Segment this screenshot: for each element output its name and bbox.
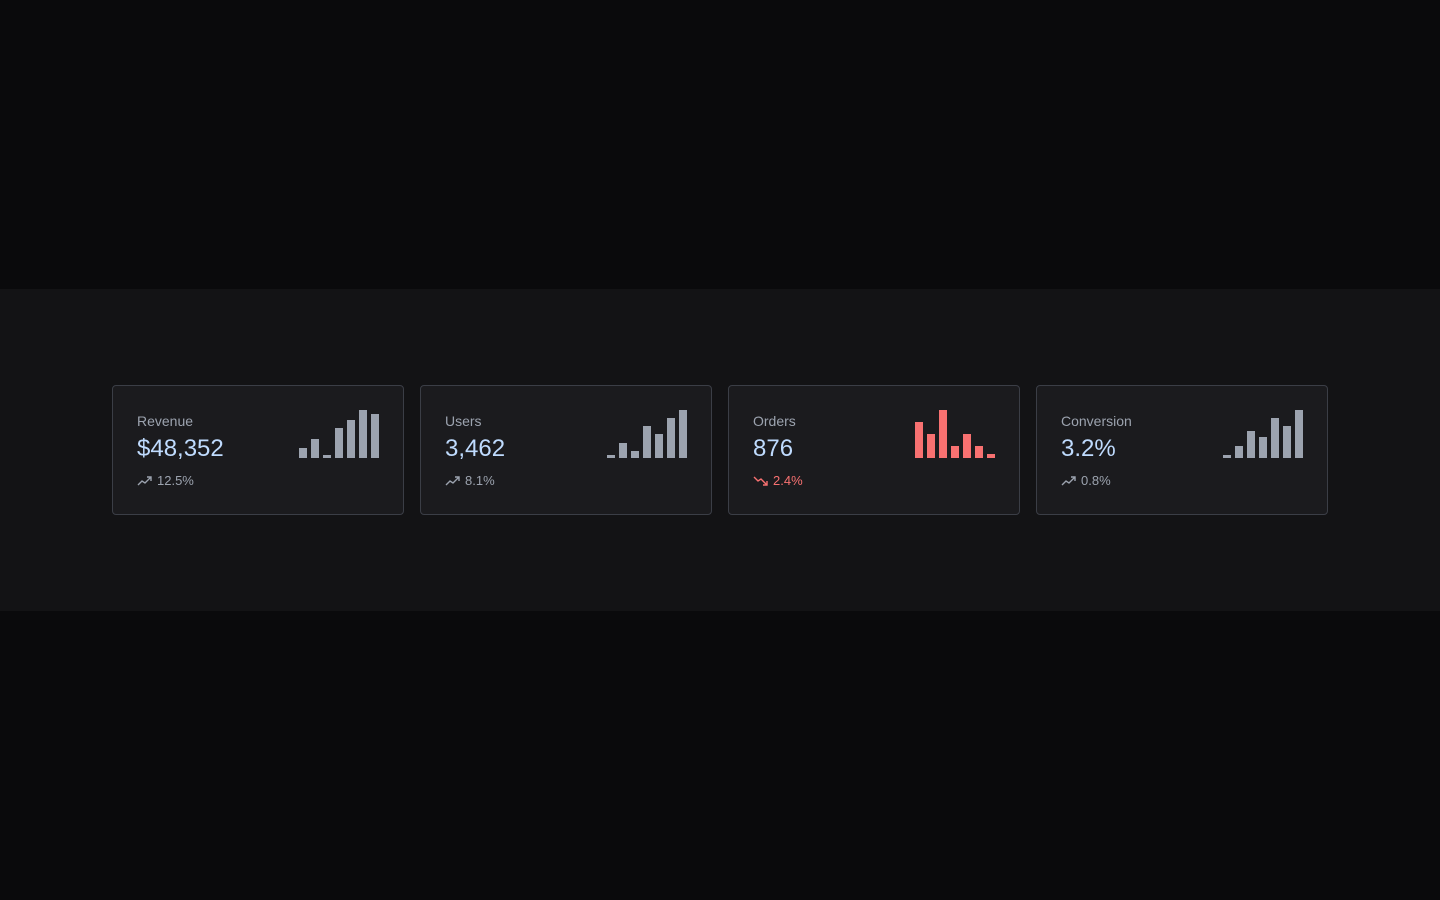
stat-value: $48,352 — [137, 435, 224, 462]
sparkline-bar — [667, 418, 675, 458]
sparkline-bar — [1235, 446, 1243, 458]
stat-label: Orders — [753, 413, 796, 429]
sparkline-bar — [619, 443, 627, 458]
stat-change-value: 0.8% — [1081, 473, 1111, 488]
stat-cards: Revenue $48,352 12.5% Users 3,462 8.1% O… — [112, 385, 1328, 515]
sparkline-bar — [1247, 431, 1255, 458]
stat-card-conversion: Conversion 3.2% 0.8% — [1036, 385, 1328, 515]
stat-change: 12.5% — [137, 473, 194, 488]
sparkline-bar — [939, 410, 947, 458]
sparkline-bar — [359, 410, 367, 458]
sparkline-bar — [679, 410, 687, 458]
stat-change-value: 8.1% — [465, 473, 495, 488]
stat-label: Revenue — [137, 413, 194, 429]
sparkline-bar — [1295, 410, 1303, 458]
sparkline-bar — [927, 434, 935, 458]
sparkline-bar — [371, 414, 379, 458]
stat-change-value: 12.5% — [157, 473, 194, 488]
sparkline — [1223, 410, 1303, 458]
sparkline-bar — [1271, 418, 1279, 458]
stat-change-value: 2.4% — [773, 473, 803, 488]
stat-card-orders: Orders 876 2.4% — [728, 385, 1020, 515]
stat-value: 3,462 — [445, 435, 506, 462]
stat-value: 876 — [753, 435, 794, 462]
sparkline-bar — [347, 420, 355, 458]
sparkline-bar — [643, 426, 651, 458]
sparkline-bar — [299, 448, 307, 458]
trending-up-icon — [1061, 475, 1076, 485]
stat-card-users: Users 3,462 8.1% — [420, 385, 712, 515]
sparkline-bar — [1223, 455, 1231, 458]
sparkline-bar — [607, 455, 615, 458]
sparkline-bar — [963, 434, 971, 458]
sparkline-bar — [1259, 437, 1267, 458]
trending-down-icon — [753, 476, 768, 486]
sparkline-bar — [951, 446, 959, 458]
stat-label: Conversion — [1061, 413, 1132, 429]
stat-change: 8.1% — [445, 473, 495, 488]
stat-value: 3.2% — [1061, 435, 1116, 462]
trending-up-icon — [137, 475, 152, 485]
sparkline-bar — [1283, 426, 1291, 458]
sparkline-bar — [915, 422, 923, 458]
sparkline-bar — [311, 439, 319, 458]
sparkline-bar — [631, 451, 639, 458]
sparkline — [299, 410, 379, 458]
sparkline-bar — [987, 454, 995, 458]
stat-change: 0.8% — [1061, 473, 1111, 488]
sparkline — [915, 410, 995, 458]
sparkline-bar — [323, 455, 331, 458]
trending-up-icon — [445, 475, 460, 485]
sparkline — [607, 410, 687, 458]
sparkline-bar — [655, 434, 663, 458]
stat-label: Users — [445, 413, 482, 429]
sparkline-bar — [335, 428, 343, 458]
sparkline-bar — [975, 446, 983, 458]
stat-change: 2.4% — [753, 473, 803, 488]
stat-card-revenue: Revenue $48,352 12.5% — [112, 385, 404, 515]
